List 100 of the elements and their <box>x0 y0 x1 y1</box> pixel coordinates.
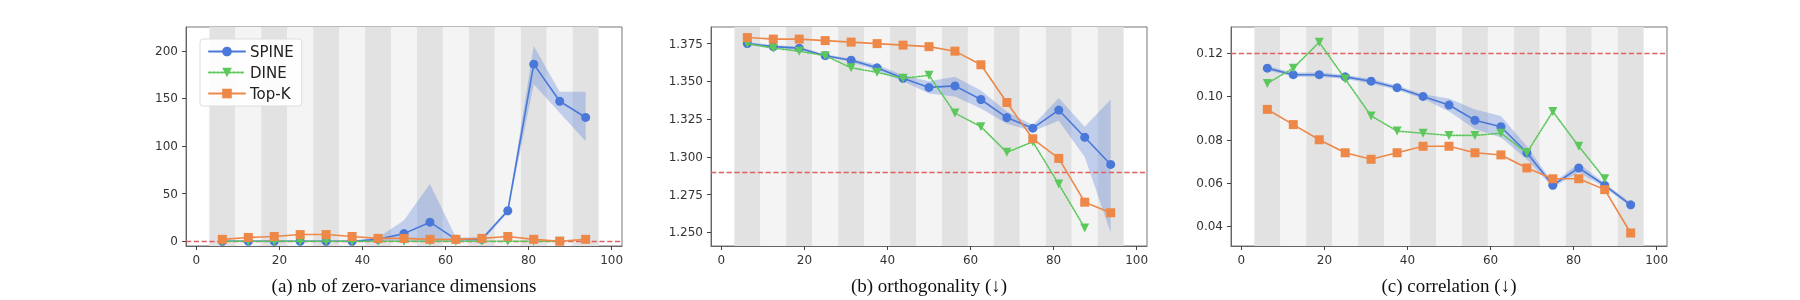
point <box>1080 132 1090 142</box>
y-tick-label: 150 <box>155 91 178 106</box>
point <box>1106 208 1116 218</box>
x-tick-label: 20 <box>271 253 288 267</box>
point <box>503 231 513 241</box>
point <box>976 60 986 70</box>
x-tick-label: 60 <box>1482 253 1499 267</box>
x-tick-label: 60 <box>437 253 454 267</box>
x-tick-label: 80 <box>1565 253 1582 267</box>
point <box>872 39 882 49</box>
point <box>976 122 986 132</box>
x-axis-title: (b) orthogonality (↓) <box>850 275 1008 297</box>
point <box>1418 141 1428 151</box>
point <box>820 36 830 46</box>
x-tick-label: 40 <box>354 253 371 267</box>
point <box>898 40 908 50</box>
point <box>1470 148 1480 158</box>
legend-label: DINE <box>250 63 287 82</box>
y-tick-label: 0.04 <box>1196 219 1223 234</box>
y-tick-label: 50 <box>162 186 178 201</box>
legend-label: Top-K <box>249 84 292 103</box>
point <box>1626 228 1636 238</box>
point <box>1574 174 1584 184</box>
x-tick-label: 100 <box>1125 253 1149 267</box>
y-tick-label: 100 <box>155 139 178 154</box>
x-tick-label: 0 <box>1237 253 1246 267</box>
point <box>1600 174 1610 184</box>
point <box>503 206 513 216</box>
point <box>1314 135 1324 145</box>
point <box>1626 200 1636 210</box>
x-tick-label: 40 <box>879 253 896 267</box>
point <box>1002 113 1012 123</box>
y-tick-label: 0.08 <box>1196 132 1223 147</box>
point <box>1600 185 1610 195</box>
x-tick-label: 0 <box>192 253 201 267</box>
y-tick-label: 200 <box>155 43 178 58</box>
point <box>529 59 539 69</box>
point <box>1496 150 1506 160</box>
x-tick-label: 100 <box>600 253 624 267</box>
point <box>1314 70 1324 80</box>
y-tick-label: 1.300 <box>668 149 703 164</box>
y-tick-label: 0.12 <box>1196 46 1223 61</box>
point <box>742 33 752 43</box>
x-tick-label: 80 <box>1045 253 1062 267</box>
point <box>1392 83 1402 93</box>
y-tick-label: 0.10 <box>1196 89 1223 104</box>
point <box>295 230 305 240</box>
point <box>425 217 435 227</box>
point <box>1418 128 1428 138</box>
x-tick-label: 0 <box>717 253 726 267</box>
point <box>794 34 804 44</box>
point <box>1262 78 1272 88</box>
point <box>1496 128 1506 138</box>
point <box>846 37 856 47</box>
point <box>1054 153 1064 163</box>
x-axis-title: (c) correlation (↓) <box>1381 275 1517 297</box>
point <box>269 231 279 241</box>
point <box>1418 91 1428 101</box>
y-tick-label: 1.325 <box>668 112 703 127</box>
point <box>555 96 565 106</box>
point <box>1366 111 1376 121</box>
y-tick-label: 1.275 <box>668 187 703 202</box>
point <box>924 70 934 80</box>
point <box>768 34 778 44</box>
point <box>1002 147 1012 157</box>
point <box>1054 105 1064 115</box>
point <box>1366 76 1376 86</box>
point <box>846 63 856 73</box>
point <box>1288 70 1298 80</box>
point <box>1080 197 1090 207</box>
y-tick-label: 1.375 <box>668 36 703 51</box>
point <box>950 81 960 91</box>
point <box>1392 148 1402 158</box>
point <box>1002 98 1012 108</box>
point <box>1262 63 1272 73</box>
x-tick-label: 100 <box>1645 253 1669 267</box>
point <box>1106 159 1116 169</box>
point <box>1366 154 1376 164</box>
y-tick-label: 1.250 <box>668 225 703 240</box>
point <box>243 232 253 242</box>
point <box>1444 130 1454 140</box>
y-tick-label: 0 <box>170 234 178 249</box>
point <box>1080 223 1090 233</box>
x-tick-label: 80 <box>520 253 537 267</box>
point <box>1470 115 1480 125</box>
legend-label: SPINE <box>250 42 294 61</box>
y-tick-label: 0.06 <box>1196 176 1223 191</box>
point <box>1470 130 1480 140</box>
x-tick-label: 20 <box>796 253 813 267</box>
y-tick-label: 1.350 <box>668 74 703 89</box>
point <box>1548 107 1558 117</box>
point <box>581 234 591 244</box>
point <box>872 67 882 77</box>
x-tick-label: 20 <box>1316 253 1333 267</box>
point <box>1522 163 1532 173</box>
point <box>1262 104 1272 114</box>
x-tick-label: 40 <box>1399 253 1416 267</box>
point <box>924 42 934 52</box>
x-tick-label: 60 <box>962 253 979 267</box>
point <box>347 231 357 241</box>
